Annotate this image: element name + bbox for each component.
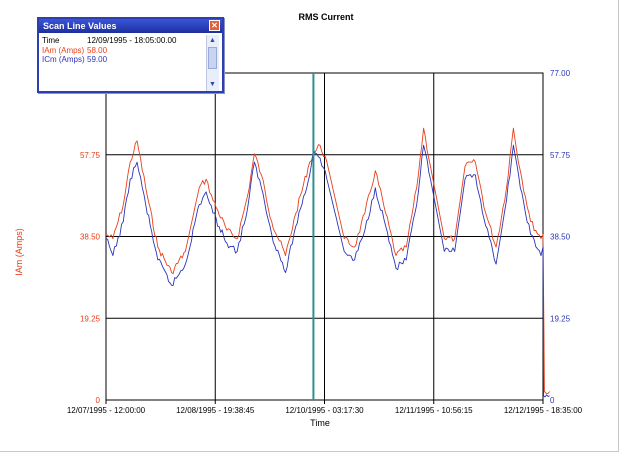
scan-row-label: ICm (Amps) <box>42 55 85 64</box>
scan-row-label: IAm (Amps) <box>42 45 85 55</box>
scan-row-icm: ICm (Amps) 59.00 <box>42 55 176 65</box>
scroll-down-icon[interactable]: ▼ <box>209 81 216 88</box>
x-tick-label: 12/12/1995 - 18:35:00 <box>504 406 583 415</box>
grid-lines <box>106 73 543 400</box>
scan-row-value: 58.00 <box>87 45 108 55</box>
scan-row-label: Time <box>42 36 60 45</box>
close-icon[interactable]: ✕ <box>209 20 220 31</box>
x-axis-label: Time <box>310 418 330 428</box>
y-tick-label-left: 0 <box>96 396 101 405</box>
scan-line-values-window[interactable]: Scan Line Values ✕ Time 12/09/1995 - 18:0… <box>37 17 224 93</box>
scan-row-iam: IAm (Amps) 58.00 <box>42 46 176 56</box>
axis-ticks: 0 0 19.25 19.25 38.50 38.50 57.75 57.75 77.00 12/… <box>67 69 583 415</box>
scan-values-list: Time 12/09/1995 - 18:05:00.00 IAm (Amps) 5… <box>42 36 176 65</box>
scan-window-scrollbar[interactable]: ▲ ▼ <box>206 35 219 91</box>
y-tick-label-left: 38.50 <box>80 233 101 242</box>
y-tick-label-left: 19.25 <box>80 314 101 323</box>
chart-title: RMS Current <box>298 12 353 22</box>
scroll-up-icon[interactable]: ▲ <box>209 37 216 44</box>
y-axis-label-left: IAm (Amps) <box>14 228 24 276</box>
y-tick-label-right: 38.50 <box>550 233 571 242</box>
x-tick-label: 12/08/1995 - 19:38:45 <box>176 406 255 415</box>
y-tick-label-right: 77.00 <box>550 69 571 78</box>
scroll-thumb[interactable] <box>208 47 217 69</box>
y-tick-label-right: 0 <box>550 396 555 405</box>
series-line-iam <box>105 127 550 394</box>
y-tick-label-right: 57.75 <box>550 151 571 160</box>
x-tick-label: 12/07/1995 - 12:00:00 <box>67 406 146 415</box>
y-tick-label-right: 19.25 <box>550 314 571 323</box>
series-line-icm <box>105 144 550 398</box>
x-tick-label: 12/10/1995 - 03:17:30 <box>285 406 364 415</box>
scan-window-title: Scan Line Values <box>43 21 117 31</box>
y-tick-label-left: 57.75 <box>80 151 101 160</box>
scan-row-time: Time 12/09/1995 - 18:05:00.00 <box>42 36 176 46</box>
scan-window-titlebar[interactable]: Scan Line Values ✕ <box>39 19 222 33</box>
scan-row-value: 12/09/1995 - 18:05:00.00 <box>87 36 177 45</box>
series-layer <box>105 127 550 398</box>
scan-row-value: 59.00 <box>87 55 108 64</box>
x-tick-label: 12/11/1995 - 10:56:15 <box>395 406 473 415</box>
